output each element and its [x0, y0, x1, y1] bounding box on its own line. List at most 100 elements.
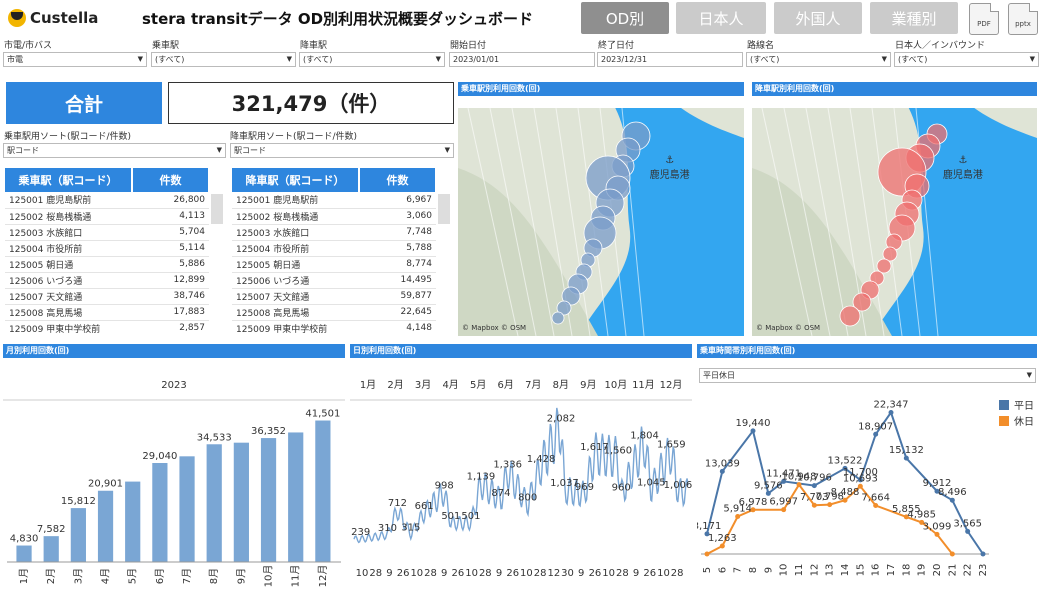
daily-day-tick: 10 — [356, 568, 369, 579]
nav-industry-button[interactable]: 業種別 — [870, 2, 958, 34]
daily-day-tick: 12 — [547, 568, 560, 579]
alight-table-scrollbar[interactable] — [438, 194, 450, 224]
nav-foreign-button[interactable]: 外国人 — [774, 2, 862, 34]
board-sort-select[interactable]: 駅コード ▼ — [3, 143, 226, 158]
hourly-point — [888, 409, 894, 415]
hourly-tick-label: 11 — [794, 564, 805, 577]
daily-day-tick: 28 — [671, 568, 684, 579]
table-row[interactable]: 125003 水族館口 7,748 — [232, 224, 436, 241]
table-row[interactable]: 125002 桜島桟橋通 4,113 — [5, 208, 209, 225]
daily-data-label: 960 — [612, 483, 631, 494]
daily-day-tick: 9 — [578, 568, 584, 579]
end-date-filter-select[interactable]: 2023/12/31 — [597, 52, 743, 67]
hourly-point — [965, 528, 971, 534]
table-row[interactable]: 125006 いづろ通 14,495 — [232, 272, 436, 289]
alight-station-filter-select[interactable]: (すべて) ▼ — [299, 52, 445, 67]
alight-map-title: 降車駅別利用回数(回) — [752, 82, 1037, 96]
route-name-filter-select[interactable]: (すべて) ▼ — [746, 52, 891, 67]
table-row[interactable]: 125008 高見馬場 17,883 — [5, 304, 209, 321]
table-row[interactable]: 125006 いづろ通 12,899 — [5, 272, 209, 289]
monthly-bar-chart: 2023 4,830 1月 7,582 2月 15,812 3月 20,901 4月 5月 29,0… — [3, 380, 345, 587]
hourly-data-label: 3,099 — [923, 521, 952, 532]
board-map[interactable]: ⚓ 鹿児島港 © Mapbox © OSM — [458, 108, 744, 336]
hourly-data-label: 7,798 — [815, 492, 844, 503]
table-row[interactable]: 125008 高見馬場 22,645 — [232, 304, 436, 321]
table-row[interactable]: 125009 甲東中学校前 4,148 — [232, 320, 436, 336]
table-row[interactable]: 125002 桜島桟橋通 3,060 — [232, 208, 436, 225]
hourly-point — [903, 514, 909, 520]
hourly-tick-label: 23 — [978, 564, 989, 577]
count-cell: 6,967 — [359, 192, 436, 209]
table-row[interactable]: 125005 朝日通 8,774 — [232, 256, 436, 273]
monthly-tick-label: 1月 — [18, 568, 30, 584]
monthly-tick-label: 2月 — [45, 568, 57, 584]
monthly-tick-label: 5月 — [127, 568, 139, 584]
daily-data-label: 1,560 — [604, 446, 633, 457]
pdf-button[interactable]: PDF — [969, 3, 999, 35]
table-row[interactable]: 125001 鹿児島駅前 26,800 — [5, 192, 209, 209]
daily-day-tick: 26 — [506, 568, 519, 579]
line-type-filter-select[interactable]: 市電 ▼ — [3, 52, 147, 67]
start-date-filter-select[interactable]: 2023/01/01 — [449, 52, 595, 67]
daily-data-label: 1,804 — [630, 431, 659, 442]
road-line — [511, 108, 555, 336]
monthly-tick-label: 8月 — [208, 568, 220, 584]
alight-sort-select[interactable]: 駅コード ▼ — [230, 143, 454, 158]
station-bubble — [561, 286, 581, 306]
logo: Custella — [8, 6, 98, 30]
hourly-day-value: 平日休日 — [703, 371, 735, 380]
end-date-filter-label: 終了日付 — [598, 41, 635, 51]
nav-japanese-button[interactable]: 日本人 — [676, 2, 766, 34]
table-row[interactable]: 125004 市役所前 5,788 — [232, 240, 436, 257]
hourly-tick-label: 22 — [963, 564, 974, 577]
count-cell: 38,746 — [132, 288, 209, 305]
hourly-data-label: 19,440 — [736, 418, 771, 429]
daily-data-label: 998 — [435, 480, 454, 491]
pptx-button[interactable]: pptx — [1008, 3, 1038, 35]
table-row[interactable]: 125005 朝日通 5,886 — [5, 256, 209, 273]
daily-data-label: 1,617 — [580, 442, 609, 453]
nationality-filter-select[interactable]: (すべて) ▼ — [894, 52, 1039, 67]
alight-map[interactable]: ⚓ 鹿児島港 © Mapbox © OSM — [752, 108, 1037, 336]
monthly-bar-label: 36,352 — [251, 426, 286, 437]
start-date-filter-label: 開始日付 — [450, 41, 487, 51]
monthly-bar-label: 29,040 — [142, 451, 177, 462]
count-cell: 5,704 — [132, 224, 209, 241]
alight-station-filter-value: (すべて) — [303, 55, 333, 64]
daily-data-label: 239 — [351, 527, 370, 538]
board-col-station: 乗車駅（駅コード） — [5, 168, 133, 192]
table-row[interactable]: 125003 水族館口 5,704 — [5, 224, 209, 241]
road-line — [783, 108, 831, 336]
hourly-point — [750, 507, 756, 513]
legend-label: 休日 — [1014, 416, 1034, 428]
monthly-tick-label: 4月 — [100, 568, 112, 584]
daily-day-tick: 28 — [479, 568, 492, 579]
daily-day-tick: 10 — [657, 568, 670, 579]
count-cell: 59,877 — [359, 288, 436, 305]
station-cell: 125005 朝日通 — [232, 256, 359, 273]
daily-day-tick: 9 — [633, 568, 639, 579]
road-line — [871, 108, 903, 336]
daily-month-tick: 3月 — [415, 379, 431, 391]
table-row[interactable]: 125001 鹿児島駅前 6,967 — [232, 192, 436, 209]
alight-sort-label: 降車駅用ソート(駅コード/件数) — [230, 132, 358, 142]
table-row[interactable]: 125007 天文館通 59,877 — [232, 288, 436, 305]
count-cell: 12,899 — [132, 272, 209, 289]
hourly-data-label: 5,914 — [723, 504, 752, 515]
table-row[interactable]: 125004 市役所前 5,114 — [5, 240, 209, 257]
board-table-scrollbar[interactable] — [211, 194, 223, 224]
station-cell: 125003 水族館口 — [232, 224, 359, 241]
monthly-tick-label: 6月 — [154, 568, 166, 584]
chevron-down-icon: ▼ — [444, 146, 450, 154]
monthly-tick-label: 9月 — [235, 568, 247, 584]
hourly-day-select[interactable]: 平日休日 ▼ — [699, 368, 1036, 383]
table-row[interactable]: 125007 天文館通 38,746 — [5, 288, 209, 305]
board-table: 乗車駅（駅コード） 件数 125001 鹿児島駅前 26,800 125002 桜島桟… — [5, 168, 210, 336]
nav-od-button[interactable]: OD別 — [581, 2, 669, 34]
station-cell: 125006 いづろ通 — [232, 272, 359, 289]
hourly-data-label: 1,263 — [708, 533, 737, 544]
station-cell: 125003 水族館口 — [5, 224, 132, 241]
board-station-filter-select[interactable]: (すべて) ▼ — [151, 52, 296, 67]
hourly-data-label: 10,693 — [843, 473, 878, 484]
table-row[interactable]: 125009 甲東中学校前 2,857 — [5, 320, 209, 336]
